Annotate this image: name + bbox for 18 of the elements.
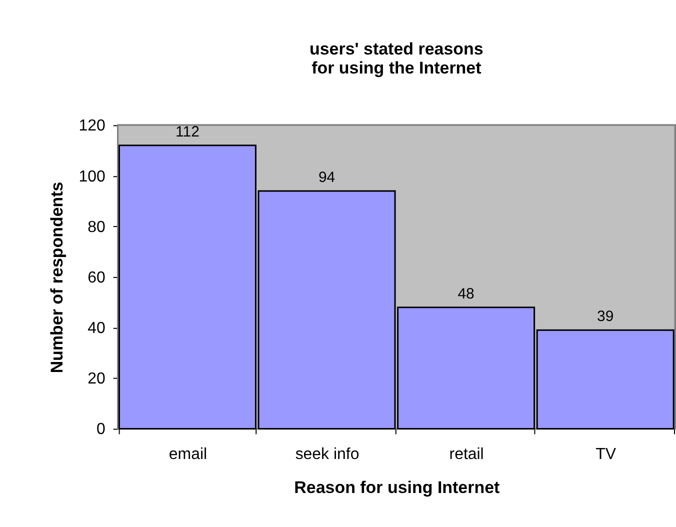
y-tick-label: 100 bbox=[78, 168, 106, 186]
data-label: 48 bbox=[458, 285, 474, 302]
x-tick-label: retail bbox=[449, 446, 484, 464]
x-tick-label: seek info bbox=[295, 446, 360, 464]
y-tick-label: 60 bbox=[88, 269, 106, 286]
y-tick-label: 120 bbox=[78, 118, 106, 135]
y-tick-label: 40 bbox=[88, 320, 106, 338]
data-label: 39 bbox=[597, 308, 614, 326]
y-tick-label: 80 bbox=[88, 218, 106, 236]
data-label: 112 bbox=[176, 123, 200, 140]
x-tick-label: TV bbox=[596, 446, 616, 464]
y-axis-title: Number of respondents bbox=[48, 182, 67, 374]
y-tick-label: 0 bbox=[96, 421, 106, 438]
y-tick-label: 20 bbox=[88, 370, 106, 388]
x-tick-label: email bbox=[168, 446, 208, 464]
chart-title: users' stated reasons for using the Internet bbox=[310, 39, 484, 78]
data-label: 94 bbox=[318, 168, 336, 186]
x-axis-title: Reason for using Internet bbox=[294, 478, 500, 498]
